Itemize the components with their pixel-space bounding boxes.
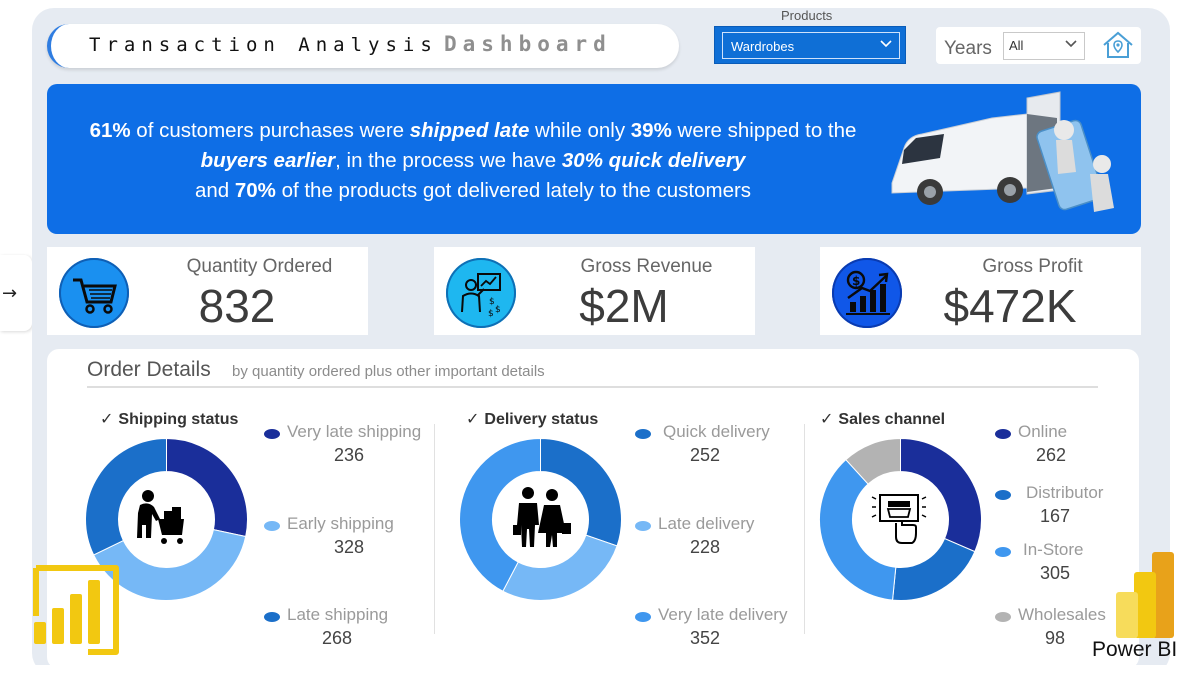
section-subtitle: by quantity ordered plus other important… [232, 363, 545, 380]
kpi-value: 832 [198, 280, 276, 332]
insight-text: 61% of customers purchases were shipped … [89, 119, 857, 202]
delivery-van-illustration [882, 88, 1122, 230]
chevron-down-icon[interactable] [1064, 36, 1078, 53]
check-circle-icon: ✓ [820, 411, 834, 428]
chart-title-sales-channel: ✓ Sales channel [820, 411, 946, 428]
check-circle-icon: ✓ [100, 411, 114, 428]
power-bi-wordmark: Power BI [1092, 638, 1178, 661]
online-shop-icon [871, 494, 927, 544]
legend-dot [995, 612, 1011, 622]
column-divider [804, 424, 805, 634]
cart-icon [59, 258, 129, 328]
legend-label: Wholesales [1018, 605, 1106, 624]
expand-pane-tab[interactable]: → [0, 255, 32, 331]
insight-banner: 61% of customers purchases were shipped … [47, 84, 1141, 234]
legend-value: 305 [1040, 563, 1071, 583]
legend-value: 252 [690, 445, 721, 465]
legend-value: 236 [334, 445, 365, 465]
chart-title-delivery: ✓ Delivery status [466, 411, 599, 428]
legend-value: 262 [1036, 445, 1067, 465]
legend-label: Late delivery [658, 514, 755, 533]
order-details-panel: Order Details by quantity ordered plus o… [47, 349, 1139, 669]
arrow-right-icon: → [2, 283, 18, 304]
kpi-value: $2M [579, 280, 669, 332]
kpi-card-gross-profit: $ Gross Profit $472K [820, 247, 1141, 335]
kpi-label: Gross Revenue [580, 256, 713, 277]
chevron-down-icon[interactable] [879, 36, 893, 53]
page-bottom-strip [0, 665, 1200, 675]
title-text: Transaction Analysis [89, 34, 438, 56]
legend-label: In-Store [1023, 540, 1084, 559]
legend-dot [635, 612, 651, 622]
legend-dot [995, 490, 1011, 500]
legend-dot [635, 429, 651, 439]
check-circle-icon: ✓ [466, 411, 480, 428]
years-dropdown[interactable]: All [1003, 32, 1085, 60]
column-divider [434, 424, 435, 634]
couple-shopping-icon [513, 487, 571, 547]
legend-label: Early shipping [287, 514, 394, 533]
chart-title-shipping: ✓ Shipping status [100, 411, 239, 428]
legend-value: 167 [1040, 506, 1071, 526]
products-slicer-label: Products [781, 8, 833, 23]
legend-label: Very late delivery [658, 605, 788, 624]
home-location-icon[interactable] [1101, 30, 1135, 60]
legend-value: 98 [1045, 628, 1066, 648]
legend-label: Online [1018, 422, 1068, 441]
legend-dot [635, 521, 651, 531]
donut-delivery-status [459, 437, 622, 601]
power-bi-logo-icon [28, 560, 126, 660]
legend-dot [264, 521, 280, 531]
growth-chart-icon: $ [832, 258, 902, 328]
legend-dot [264, 429, 280, 439]
legend-value: 352 [690, 628, 721, 648]
legend-label: Very late shipping [287, 422, 422, 441]
power-bi-product-icon [1108, 550, 1178, 640]
years-slicer-label: Years [944, 38, 992, 59]
products-selected-value: Wardrobes [731, 39, 795, 54]
legend-value: 328 [334, 537, 365, 557]
donut-shipping-status [85, 437, 248, 601]
kpi-card-quantity-ordered: Quantity Ordered 832 [47, 247, 368, 335]
title-emphasis: Dashboard [444, 32, 612, 56]
kpi-value: $472K [943, 280, 1077, 332]
legend-value: 268 [322, 628, 353, 648]
legend-dot [995, 429, 1011, 439]
legend-label: Quick delivery [663, 422, 770, 441]
donut-sales-channel [819, 437, 982, 601]
years-slicer: Years All [936, 27, 1141, 64]
svg-text:$: $ [489, 297, 495, 307]
legend-label: Late shipping [287, 605, 389, 624]
section-title: Order Details [87, 358, 211, 381]
kpi-card-gross-revenue: $ $ $ Gross Revenue $2M [434, 247, 755, 335]
years-selected-value: All [1009, 38, 1024, 53]
svg-text:$: $ [852, 274, 860, 288]
products-dropdown[interactable]: Wardrobes [722, 32, 900, 59]
donut-segment[interactable] [93, 528, 247, 601]
title-banner: Transaction Analysis Dashboard [47, 24, 679, 68]
svg-text:$: $ [488, 309, 494, 319]
svg-text:$: $ [495, 305, 501, 315]
products-slicer[interactable]: Wardrobes [714, 26, 906, 64]
legend-dot [264, 612, 280, 622]
kpi-label: Quantity Ordered [186, 256, 333, 277]
presenter-icon: $ $ $ [446, 258, 516, 328]
legend-label: Distributor [1026, 483, 1104, 502]
legend-dot [995, 547, 1011, 557]
section-divider [87, 386, 1098, 388]
kpi-label: Gross Profit [982, 256, 1083, 277]
legend-value: 228 [690, 537, 721, 557]
shopper-cart-icon [137, 490, 184, 544]
